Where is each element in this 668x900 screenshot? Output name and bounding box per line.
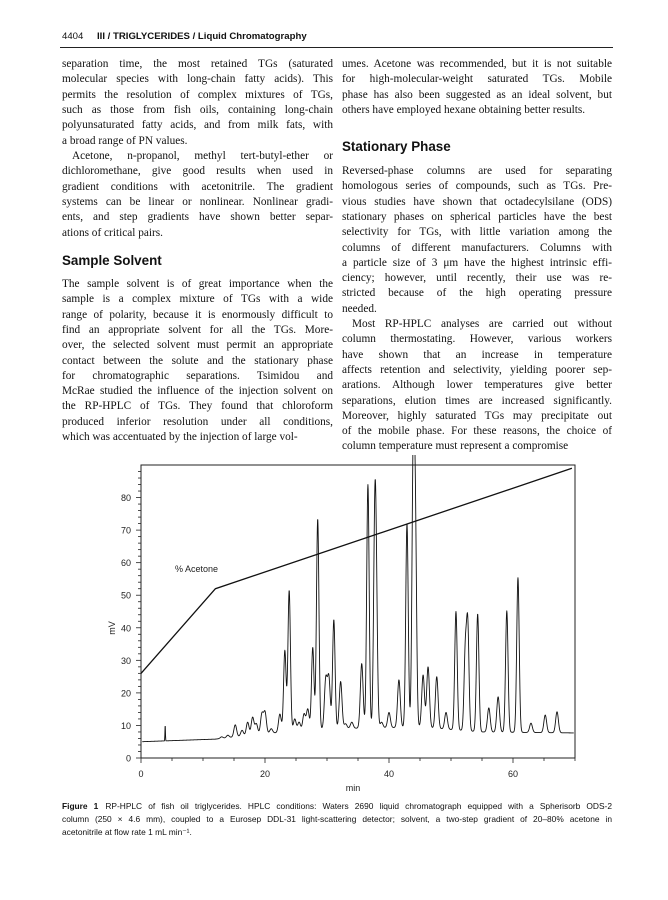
caption-line: column (250 × 4.6 mm), coupled to a Euro… — [62, 814, 612, 824]
text-line: range of polarity, because it is enormou… — [62, 308, 333, 321]
text-line: column thermostating. However, various w… — [342, 333, 612, 346]
text-line: separation time, the most retained TGs (… — [62, 58, 333, 70]
chromatogram-figure: 0 10 20 30 40 50 60 70 80 0 20 40 60 min mV % Acetone — [107, 455, 576, 793]
text-line: stationary phases on spherical particles… — [342, 210, 612, 223]
text-line: molecular species with long-chain fatty … — [62, 73, 333, 86]
header-rule — [60, 47, 613, 48]
text-line: ciency; however, until recently, their u… — [342, 272, 612, 285]
running-title: III / TRIGLYCERIDES / Liquid Chromatogra… — [97, 31, 307, 42]
x-axis-label: min — [346, 783, 361, 793]
y-tick-label: 60 — [121, 558, 131, 568]
text-line: dichloromethane, give good results when … — [62, 165, 333, 178]
text-line: umes. Acetone was recommended, but it is… — [342, 58, 612, 70]
y-tick-label: 30 — [121, 656, 131, 666]
acetone-gradient-line — [140, 467, 573, 674]
text-line: for high-molecular-weight saturated TGs.… — [342, 73, 612, 86]
text-line: Acetone, n-propanol, methyl tert-butyl-e… — [72, 150, 333, 162]
text-line: polyunsaturated fatty acids, and from mi… — [62, 119, 333, 132]
text-line: columns of different manufacturers. Colu… — [342, 241, 612, 254]
text-line: permits the resolution of complex mixtur… — [62, 88, 333, 101]
text-line: systems can be linear or nonlinear. Nonl… — [62, 195, 333, 208]
text-line: arations. Although lower temperatures gi… — [342, 379, 612, 392]
text-line: Reversed-phase columns are used for sepa… — [342, 165, 612, 177]
text-line: have shown that an increase in temperatu… — [342, 348, 612, 361]
text-line: Most RP-HPLC analyses are carried out wi… — [352, 318, 612, 330]
y-tick-label: 70 — [121, 526, 131, 536]
text-line: ents, and step gradients have shown bett… — [62, 211, 333, 224]
text-line: gradient conditions with acetonitrile. T… — [62, 180, 333, 193]
text-line: McRae studied the influence of the injec… — [62, 385, 333, 398]
text-line: for chromatographic separations. Tsimido… — [62, 369, 333, 382]
page-number: 4404 — [62, 31, 84, 42]
text-line: the RP-HPLC of TGs. They found that chlo… — [62, 400, 333, 413]
y-tick-label: 20 — [121, 688, 131, 698]
text-line: such as those from fish oils, containing… — [62, 103, 333, 116]
text-line: which was accentuated by the injection o… — [62, 431, 298, 443]
text-line: column temperature must represent a comp… — [342, 440, 569, 453]
peak-apex — [376, 613, 377, 614]
text-line: find an appropriate solvent for all the … — [62, 323, 333, 336]
y-tick-label: 80 — [121, 493, 131, 503]
text-line: needed. — [342, 302, 377, 315]
text-line: a particle size of 3 μm have the highest… — [342, 256, 612, 269]
text-line: sample is a complex mixture of TGs with … — [62, 293, 333, 306]
x-tick-label: 60 — [508, 769, 518, 779]
x-tick-label: 0 — [138, 769, 143, 779]
caption-text: RP-HPLC of fish oil triglycerides. HPLC … — [105, 801, 613, 811]
section-heading-sample-solvent: Sample Solvent — [62, 253, 162, 268]
caption-line: acetonitrile at flow rate 1 mL min⁻¹. — [62, 827, 192, 837]
text-line: of the mobile phase. For these reasons, … — [342, 425, 612, 438]
text-line: phase has also been suggested as an idea… — [342, 88, 612, 101]
x-tick-label: 20 — [260, 769, 270, 779]
text-line: over, the selected solvent must permit a… — [62, 339, 333, 352]
y-tick-label: 50 — [121, 591, 131, 601]
text-line: others have employed hexane obtaining be… — [342, 103, 586, 116]
gradient-annotation: % Acetone — [175, 564, 218, 574]
text-line: ations of critical pairs. — [62, 226, 164, 239]
peak-apex — [317, 518, 318, 519]
text-line: produced inferior resolution under all c… — [62, 415, 333, 428]
y-axis-label: mV — [107, 621, 117, 635]
section-heading-stationary-phase: Stationary Phase — [342, 139, 451, 154]
y-tick-label: 10 — [121, 721, 131, 731]
x-tick-label: 40 — [384, 769, 394, 779]
y-tick-label: 0 — [126, 754, 131, 764]
plot-frame — [140, 464, 576, 759]
text-line: homologous series of compounds, such as … — [342, 180, 612, 193]
chromatogram-trace — [142, 455, 574, 743]
y-tick-label: 40 — [121, 623, 131, 633]
caption-line: Figure 1 RP-HPLC of fish oil triglyceride… — [62, 800, 612, 813]
text-line: selectivity for TGs, with little variati… — [342, 226, 612, 239]
text-line: The sample solvent is of great importanc… — [62, 278, 333, 290]
text-line: stricted because of the high operating p… — [342, 287, 612, 300]
text-line: Moreover, highly saturated TGs may preci… — [342, 409, 612, 422]
peak-apex — [165, 724, 166, 725]
text-line: separations, elution times are increased… — [342, 394, 612, 407]
text-line: contact between the solute and the stati… — [62, 354, 333, 367]
text-line: a broad range of PN values. — [62, 134, 188, 147]
figure-label: Figure 1 — [62, 801, 99, 811]
text-line: vious studies have shown that octadecyls… — [342, 195, 612, 208]
text-line: affects retention and selectivity, yield… — [342, 363, 612, 376]
